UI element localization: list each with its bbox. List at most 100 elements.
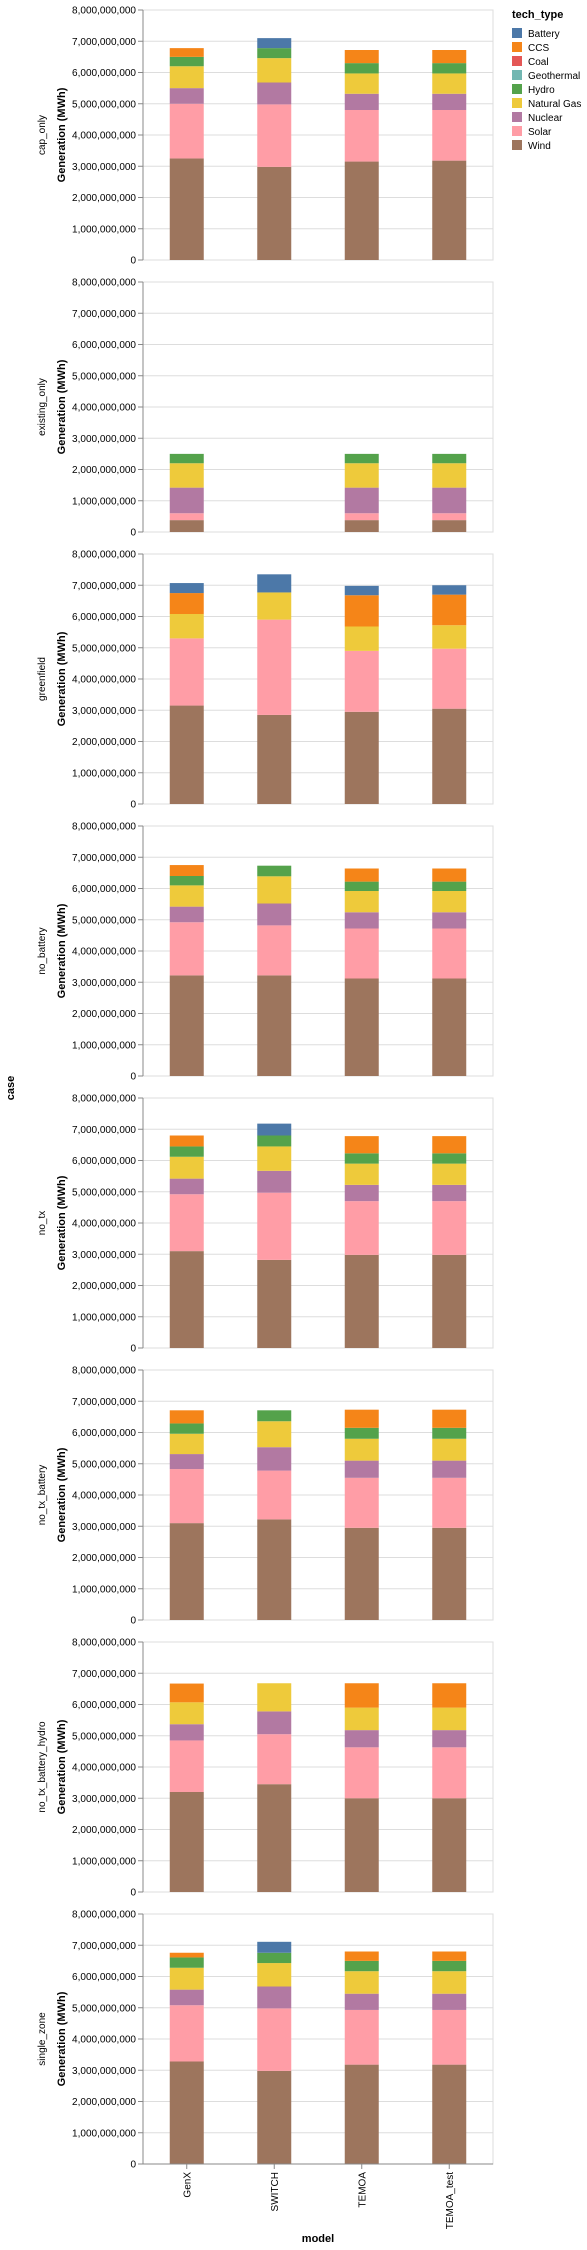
bar-segment-temoa-test-solar xyxy=(432,110,467,161)
bar-temoa-test xyxy=(432,585,467,804)
bar-temoa xyxy=(344,585,379,804)
bar-genx xyxy=(169,1952,204,2164)
legend-swatch xyxy=(512,140,522,150)
bar-segment-temoa-hydro xyxy=(344,453,379,464)
bar-segment-genx-solar xyxy=(169,1469,204,1524)
bar-segment-temoa-test-natural-gas xyxy=(432,1163,467,1185)
y-tick-label: 1,000,000,000 xyxy=(72,1312,136,1323)
bar-segment-switch-hydro xyxy=(257,1952,292,1964)
y-tick-label: 6,000,000,000 xyxy=(72,340,136,351)
bar-segment-temoa-test-solar xyxy=(432,513,467,521)
bar-segment-switch-nuclear xyxy=(257,1170,292,1193)
bar-segment-switch-nuclear xyxy=(257,1711,292,1735)
bar-segment-switch-wind xyxy=(257,714,292,804)
legend-swatch xyxy=(512,98,522,108)
bar-segment-switch-natural-gas xyxy=(257,1421,292,1448)
bar-segment-temoa-natural-gas xyxy=(344,891,379,913)
y-tick-label: 4,000,000,000 xyxy=(72,675,136,686)
bar-segment-temoa-solar xyxy=(344,1201,379,1255)
bar-segment-switch-solar xyxy=(257,1470,292,1520)
y-tick-label: 1,000,000,000 xyxy=(72,1040,136,1051)
y-tick-label: 7,000,000,000 xyxy=(72,1941,136,1952)
y-tick-label: 5,000,000,000 xyxy=(72,1731,136,1742)
y-tick-label: 1,000,000,000 xyxy=(72,1584,136,1595)
bar-segment-temoa-test-hydro xyxy=(432,881,467,891)
y-tick-label: 6,000,000,000 xyxy=(72,1700,136,1711)
facet-label: no_tx_battery xyxy=(37,1465,48,1526)
bar-segment-temoa-test-ccs xyxy=(432,1409,467,1428)
bar-segment-temoa-test-solar xyxy=(432,2009,467,2065)
bar-segment-temoa-ccs xyxy=(344,1683,379,1708)
y-tick-label: 8,000,000,000 xyxy=(72,550,136,561)
bar-temoa xyxy=(344,1136,379,1348)
y-tick-label: 3,000,000,000 xyxy=(72,2066,136,2077)
legend-label: Coal xyxy=(528,57,549,68)
bar-segment-switch-battery xyxy=(257,574,292,593)
bar-segment-temoa-wind xyxy=(344,1527,379,1620)
bar-segment-temoa-natural-gas xyxy=(344,1438,379,1461)
bar-segment-switch-hydro xyxy=(257,1135,292,1147)
facet-label: existing_only xyxy=(37,378,48,436)
bar-segment-switch-solar xyxy=(257,1734,292,1785)
bar-segment-genx-hydro xyxy=(169,1423,204,1434)
bar-temoa-test xyxy=(432,50,467,260)
y-axis-title: Generation (MWh) xyxy=(56,1175,68,1270)
bar-segment-genx-natural-gas xyxy=(169,885,204,907)
bar-segment-temoa-nuclear xyxy=(344,912,379,929)
y-tick-label: 3,000,000,000 xyxy=(72,1250,136,1261)
bar-segment-genx-natural-gas xyxy=(169,614,204,639)
bar-segment-temoa-wind xyxy=(344,978,379,1076)
facet-label: greenfield xyxy=(37,657,48,701)
bar-segment-temoa-wind xyxy=(344,1798,379,1892)
legend-swatch xyxy=(512,112,522,122)
y-axis-title: Generation (MWh) xyxy=(56,359,68,454)
y-axis-title: Generation (MWh) xyxy=(56,1447,68,1542)
y-tick-label: 5,000,000,000 xyxy=(72,915,136,926)
bar-switch xyxy=(257,1683,292,1892)
bar-segment-temoa-test-natural-gas xyxy=(432,1707,467,1731)
legend-label: Wind xyxy=(528,141,551,152)
bar-segment-temoa-test-natural-gas xyxy=(432,1971,467,1994)
bar-segment-temoa-test-hydro xyxy=(432,1960,467,1972)
bar-segment-temoa-wind xyxy=(344,161,379,260)
bar-segment-genx-nuclear xyxy=(169,1989,204,2006)
bar-segment-temoa-ccs xyxy=(344,868,379,882)
legend-title: tech_type xyxy=(512,9,563,21)
bar-segment-temoa-test-hydro xyxy=(432,453,467,464)
y-tick-label: 0 xyxy=(130,1616,136,1627)
bar-segment-genx-solar xyxy=(169,638,204,706)
bar-segment-genx-wind xyxy=(169,1251,204,1348)
x-axis: GenX SWITCH TEMOA TEMOA_test xyxy=(143,2163,493,2229)
y-tick-label: 6,000,000,000 xyxy=(72,68,136,79)
x-tick-label-genx: GenX xyxy=(182,2172,193,2198)
bar-segment-genx-natural-gas xyxy=(169,66,204,89)
facet-no-tx-battery-hydro: 0 1,000,000,000 2,000,000,000 3,000,000,000… xyxy=(37,1638,494,1899)
legend-entry-natural-gas: Natural Gas xyxy=(512,98,581,110)
bar-segment-temoa-hydro xyxy=(344,1153,379,1164)
bar-switch xyxy=(257,574,292,804)
bar-segment-temoa-wind xyxy=(344,2064,379,2164)
bar-segment-switch-wind xyxy=(257,2070,292,2164)
bar-segment-temoa-natural-gas xyxy=(344,1163,379,1185)
bar-switch xyxy=(257,1941,292,2164)
facet-no-tx: 0 1,000,000,000 2,000,000,000 3,000,000,000… xyxy=(37,1094,494,1355)
bar-segment-temoa-test-wind xyxy=(432,160,467,260)
bar-segment-genx-ccs xyxy=(169,1410,204,1424)
bar-segment-genx-solar xyxy=(169,1194,204,1252)
y-tick-label: 5,000,000,000 xyxy=(72,1459,136,1470)
bar-segment-switch-natural-gas xyxy=(257,58,292,83)
bar-segment-temoa-test-nuclear xyxy=(432,1460,467,1478)
bar-segment-temoa-test-ccs xyxy=(432,1951,467,1961)
legend-entry-nuclear: Nuclear xyxy=(512,112,563,124)
legend-label: Nuclear xyxy=(528,113,563,124)
bar-segment-temoa-hydro xyxy=(344,1427,379,1439)
bar-segment-genx-nuclear xyxy=(169,1178,204,1195)
y-tick-label: 7,000,000,000 xyxy=(72,1397,136,1408)
legend-entry-hydro: Hydro xyxy=(512,84,555,96)
bar-segment-temoa-natural-gas xyxy=(344,1707,379,1731)
bar-segment-switch-solar xyxy=(257,2008,292,2071)
bar-segment-temoa-ccs xyxy=(344,1136,379,1154)
legend-swatch xyxy=(512,126,522,136)
y-tick-label: 1,000,000,000 xyxy=(72,1856,136,1867)
bar-segment-temoa-natural-gas xyxy=(344,1971,379,1994)
